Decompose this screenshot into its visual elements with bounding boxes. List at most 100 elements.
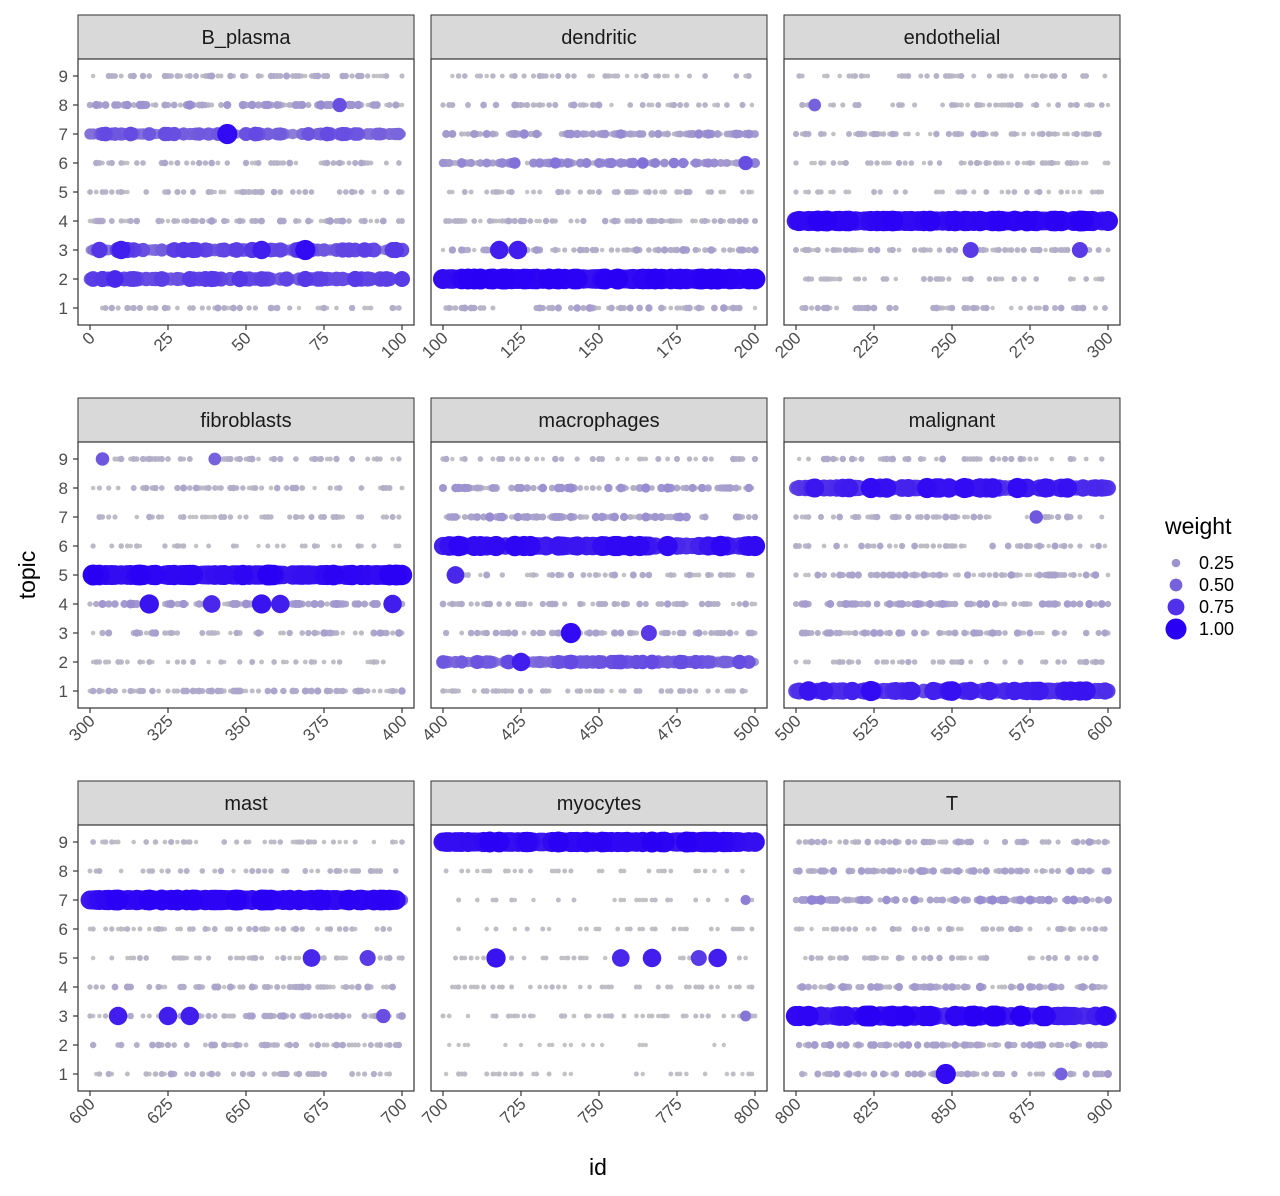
data-point (1067, 455, 1074, 463)
data-point (877, 189, 883, 195)
data-point (131, 926, 136, 932)
data-point (323, 159, 331, 167)
data-point (1055, 659, 1061, 665)
data-point (440, 1013, 446, 1019)
data-point (1035, 478, 1056, 498)
data-point (668, 1071, 674, 1077)
data-point (710, 535, 731, 557)
data-point (263, 100, 273, 110)
data-point (396, 514, 402, 520)
data-point (1027, 456, 1033, 462)
data-point (90, 955, 96, 961)
data-point (459, 955, 465, 961)
data-point (615, 926, 621, 932)
x-tick-label: 25 (150, 328, 177, 355)
data-point (241, 599, 251, 609)
data-point (814, 1070, 822, 1078)
data-point (655, 101, 662, 109)
data-point (880, 659, 887, 665)
data-point (996, 926, 1002, 932)
data-point (573, 129, 582, 139)
data-point (1008, 925, 1015, 933)
data-point (893, 1042, 899, 1048)
data-point (642, 948, 662, 968)
data-point (230, 543, 237, 549)
data-point (186, 456, 193, 462)
data-point (174, 188, 181, 196)
data-point (587, 688, 593, 694)
data-point (311, 455, 318, 463)
data-point (317, 1013, 324, 1019)
data-point (1033, 1071, 1039, 1077)
x-tick-label: 650 (221, 1094, 254, 1127)
data-point (102, 839, 109, 845)
data-point (499, 629, 506, 637)
data-point (746, 1071, 752, 1077)
data-point (961, 276, 968, 282)
data-point (162, 543, 168, 549)
data-point (571, 247, 577, 253)
data-point (118, 868, 124, 874)
data-point (1079, 983, 1087, 991)
data-point (602, 1013, 608, 1019)
data-point (84, 128, 96, 140)
data-point (634, 1013, 639, 1019)
data-point (371, 543, 377, 549)
data-point (134, 514, 140, 520)
data-point (917, 514, 924, 520)
data-point (178, 926, 183, 932)
data-point (450, 456, 455, 462)
data-point (181, 270, 198, 288)
data-point (280, 543, 286, 549)
data-point (614, 189, 621, 195)
data-point (660, 655, 675, 669)
points (433, 831, 765, 1077)
data-point (546, 1071, 552, 1077)
data-point (632, 246, 641, 254)
data-point (858, 983, 865, 991)
data-point (830, 514, 837, 520)
data-point (630, 484, 637, 492)
data-point (190, 160, 196, 166)
data-point (183, 868, 190, 874)
data-point (87, 1013, 93, 1019)
data-point (1017, 867, 1025, 875)
data-point (589, 485, 596, 491)
data-point (874, 839, 880, 845)
data-point (370, 101, 378, 109)
data-point (340, 955, 346, 961)
data-point (599, 1042, 605, 1048)
data-point (218, 659, 224, 665)
data-point (465, 102, 471, 108)
data-point (1008, 247, 1015, 253)
data-point (704, 831, 725, 853)
data-point (852, 513, 859, 521)
data-point (739, 101, 746, 109)
data-point (902, 189, 908, 195)
data-point (942, 983, 950, 991)
data-point (380, 926, 387, 932)
data-point (589, 455, 596, 463)
data-point (611, 73, 618, 79)
data-point (1054, 1006, 1074, 1026)
data-point (547, 831, 569, 853)
y-tick-label: 6 (59, 537, 68, 556)
data-point (310, 600, 319, 608)
data-point (158, 455, 165, 463)
data-point (1013, 629, 1022, 637)
data-point (1032, 1005, 1053, 1027)
data-point (127, 217, 134, 225)
data-point (261, 1041, 269, 1049)
data-point (494, 268, 516, 290)
data-point (1004, 542, 1012, 550)
data-point (238, 100, 248, 110)
data-point (346, 1042, 352, 1048)
data-point (90, 485, 96, 491)
data-point (664, 130, 672, 138)
data-point (581, 158, 592, 168)
data-point (180, 687, 187, 695)
facet-strip (77, 14, 415, 60)
data-point (490, 984, 496, 990)
data-point (615, 247, 621, 253)
data-point (524, 456, 530, 462)
